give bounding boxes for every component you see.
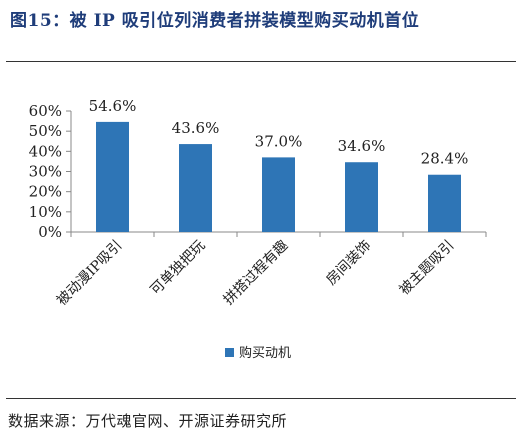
chart-title: 图15：被 IP 吸引位列消费者拼装模型购买动机首位 — [10, 11, 420, 31]
y-tick-label: 60% — [29, 102, 62, 120]
category-label: 可单独把玩 — [148, 238, 209, 299]
data-label: 37.0% — [255, 132, 303, 150]
data-label: 34.6% — [338, 137, 386, 155]
bar — [179, 144, 212, 232]
y-tick-label: 30% — [29, 163, 62, 181]
category-label: 被动漫IP吸引 — [54, 238, 125, 309]
source-note: 数据来源：万代魂官网、开源证券研究所 — [8, 412, 288, 430]
legend-swatch — [225, 348, 234, 357]
bar — [428, 174, 461, 232]
y-tick-label: 20% — [29, 183, 62, 201]
data-label: 28.4% — [421, 150, 469, 168]
y-tick-label: 10% — [29, 203, 62, 221]
category-label: 拼搭过程有趣 — [221, 238, 292, 309]
data-label: 54.6% — [89, 97, 137, 115]
data-label: 43.6% — [172, 119, 220, 137]
y-tick-label: 0% — [38, 223, 62, 241]
y-tick-label: 50% — [29, 122, 62, 140]
bottom-divider — [6, 398, 516, 399]
bar — [345, 162, 378, 232]
category-label: 被主题吸引 — [397, 238, 458, 299]
y-tick-label: 40% — [29, 142, 62, 160]
legend-label: 购买动机 — [239, 345, 291, 361]
bar-chart: 0% 10% 20% 30% 40% 50% 60% 54.6% 被动漫IP吸引 43.6% 可单独… — [29, 97, 487, 361]
category-label: 房间装饰 — [323, 238, 374, 289]
bar — [262, 157, 295, 232]
bar — [96, 121, 129, 232]
top-divider — [6, 61, 516, 62]
